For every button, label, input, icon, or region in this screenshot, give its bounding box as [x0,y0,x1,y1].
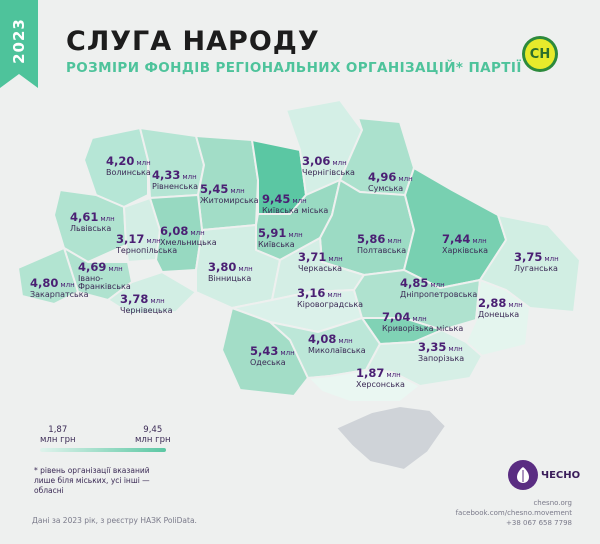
label-lvivska: 4,61 млн Львівська [70,210,115,233]
label-ternopilska: 3,17 млн Тернопільська [116,232,178,255]
contact-facebook[interactable]: facebook.com/chesno.movement [455,509,572,518]
label-zaporizka: 3,35 млн Запорізька [418,340,465,363]
legend-note: * рівень організації вказаний лише біля … [34,466,150,496]
label-rivnenska: 4,33 млн Рівненська [152,168,198,191]
label-khersonska: 1,87 млн Херсонська [356,366,405,389]
label-sumska: 4,96 млн Сумська [368,170,413,193]
region-khmelnytska [149,194,203,273]
data-source: Дані за 2023 рік, з реєстру НАЗК PoliDat… [32,516,197,525]
label-dnipropetrovska: 4,85 млн Дніпропетровська [400,276,478,299]
contacts: chesno.org facebook.com/chesno.movement … [456,498,572,528]
chesno-brand: ЧЕСНО [541,470,581,481]
page-subtitle: РОЗМІРИ ФОНДІВ РЕГІОНАЛЬНИХ ОРГАНІЗАЦІЙ*… [66,60,522,76]
party-logo-text: СН [525,39,555,69]
region-chernivetska [107,271,197,315]
label-kharkivska: 7,44 млн Харківська [442,232,489,255]
region-zakarpatska [17,247,79,305]
label-chernivetska: 3,78 млн Чернівецька [120,292,173,315]
party-logo: СН [522,36,558,72]
contact-phone: +38 067 658 7798 [506,519,572,528]
label-luhanska: 3,75 млн Луганська [514,250,559,273]
label-vinnytska: 3,80 млн Вінницька [208,260,253,283]
page-title: СЛУГА НАРОДУ [66,26,320,57]
label-volynska: 4,20 млн Волинська [106,154,151,177]
label-khmelnytska: 6,08 млн Хмельницька [160,224,217,247]
legend-max: 9,45 млн грн [135,425,171,445]
region-lvivska [53,189,127,263]
legend-min-unit: млн грн [40,435,76,446]
legend-max-unit: млн грн [135,435,171,446]
label-cherkaska: 3,71 млн Черкаська [298,250,343,273]
label-odeska: 5,43 млн Одеська [250,344,295,367]
crimea [334,404,448,472]
legend-min: 1,87 млн грн [40,425,76,445]
legend-max-value: 9,45 [143,425,163,435]
label-kyivska-mis: 9,45 млн Київська міська [262,192,329,215]
year-flag [0,0,38,88]
label-ivano-frankivska: 4,69 млн Івано-Франківська [78,260,131,291]
label-poltavska: 5,86 млн Полтавська [357,232,407,255]
label-donetska: 2,88 млн Донецька [478,296,523,319]
label-zhytomyrska: 5,45 млн Житомирська [200,182,259,205]
contact-site[interactable]: chesno.org [533,499,572,507]
chesno-logo-icon [508,460,538,490]
legend-gradient-bar [40,448,166,452]
region-dnipropetrovska [353,269,481,331]
label-kyivska: 5,91 млн Київська [258,226,303,249]
label-kryvorizka: 7,04 млн Криворізька міська [382,310,464,333]
label-zakarpatska: 4,80 млн Закарпатська [30,276,89,299]
label-chernihivska: 3,06 млн Чернігівська [302,154,355,177]
region-khersonska [307,369,421,403]
legend-min-value: 1,87 [48,425,68,435]
label-kirovohradska: 3,16 млн Кіровоградська [297,286,364,309]
label-mykolaivska: 4,08 млн Миколаївська [308,332,366,355]
